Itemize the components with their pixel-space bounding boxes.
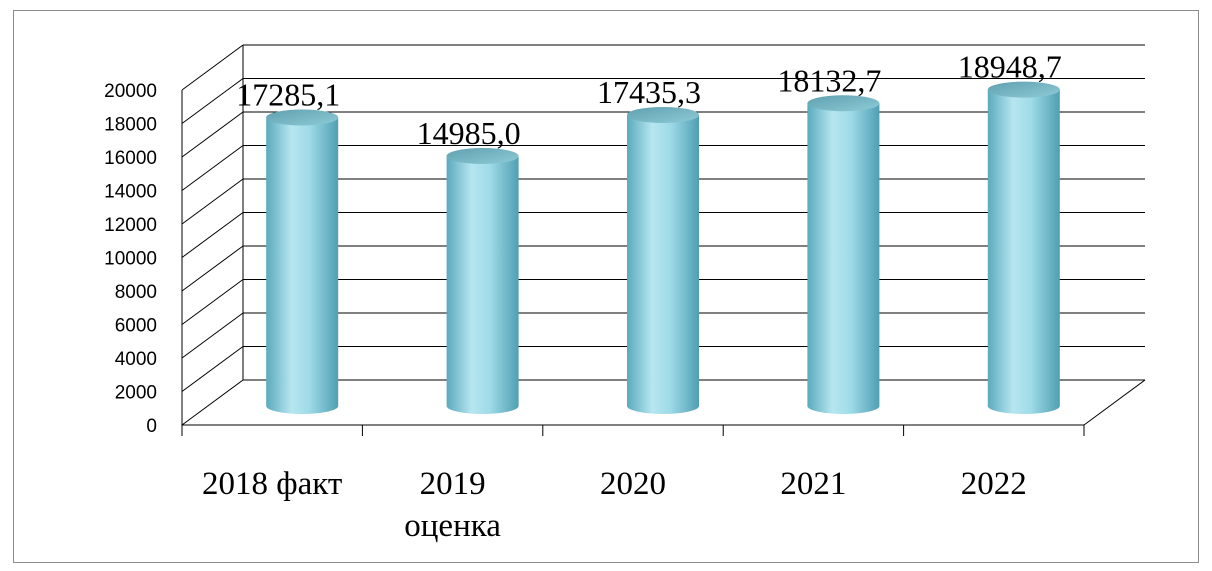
axes: 0 2000 4000 6000 8000 10000 12000 14000 16000 180… bbox=[104, 81, 1146, 437]
bar bbox=[807, 95, 880, 414]
data-label: 18948,7 bbox=[958, 49, 1062, 85]
x-tick-label: 2018 факт bbox=[202, 466, 342, 502]
x-tick-label: 2019 оценка bbox=[404, 466, 501, 544]
bar-body bbox=[266, 117, 339, 414]
gridline-side bbox=[181, 145, 244, 191]
bar bbox=[446, 148, 519, 414]
gridline-side bbox=[181, 379, 244, 426]
bar-body bbox=[807, 103, 880, 414]
x-tick-label: 2021 bbox=[780, 466, 846, 502]
y-tick-label: 4000 bbox=[115, 349, 157, 370]
y-tick-label: 8000 bbox=[115, 282, 157, 303]
y-tick-label: 16000 bbox=[104, 148, 157, 169]
bar bbox=[266, 109, 339, 414]
y-tick-label: 18000 bbox=[104, 115, 157, 136]
y-tick-label: 2000 bbox=[115, 383, 157, 404]
bar-body bbox=[446, 156, 519, 414]
bar bbox=[987, 81, 1060, 414]
gridline-side bbox=[181, 312, 244, 359]
gridline-side bbox=[181, 44, 244, 91]
gridline-side bbox=[181, 212, 244, 258]
bar-top bbox=[627, 106, 699, 123]
y-tick-label: 0 bbox=[146, 416, 157, 437]
x-tick-label: 2020 bbox=[600, 466, 666, 502]
gridline-side bbox=[181, 111, 244, 158]
gridline-side bbox=[181, 346, 244, 392]
x-tick-label: 2022 bbox=[961, 466, 1027, 502]
data-label: 14985,0 bbox=[417, 115, 521, 151]
gridline-side bbox=[181, 178, 244, 225]
gridline-side bbox=[181, 78, 244, 124]
y-tick-label: 14000 bbox=[104, 182, 157, 203]
bars bbox=[266, 81, 1060, 414]
bar bbox=[627, 106, 699, 414]
bar-top bbox=[446, 148, 519, 165]
y-tick-label: 12000 bbox=[104, 215, 157, 236]
bar-top bbox=[266, 109, 339, 126]
bar-body bbox=[627, 114, 699, 414]
data-label: 17285,1 bbox=[236, 76, 340, 112]
bar-top bbox=[807, 95, 880, 112]
gridline-side bbox=[181, 245, 244, 292]
gridline-side bbox=[181, 279, 244, 325]
y-tick-label: 6000 bbox=[115, 316, 157, 337]
y-tick-label: 20000 bbox=[104, 81, 157, 102]
bar-top bbox=[987, 81, 1060, 98]
data-label: 17435,3 bbox=[597, 74, 701, 110]
bar-body bbox=[987, 89, 1060, 414]
labels: 17285,1 2018 факт 14985,0 2019 оценка 17435,3… bbox=[202, 49, 1062, 544]
floor-right-edge bbox=[1083, 379, 1146, 426]
data-label: 18132,7 bbox=[777, 62, 881, 98]
y-tick-label: 10000 bbox=[104, 249, 157, 270]
